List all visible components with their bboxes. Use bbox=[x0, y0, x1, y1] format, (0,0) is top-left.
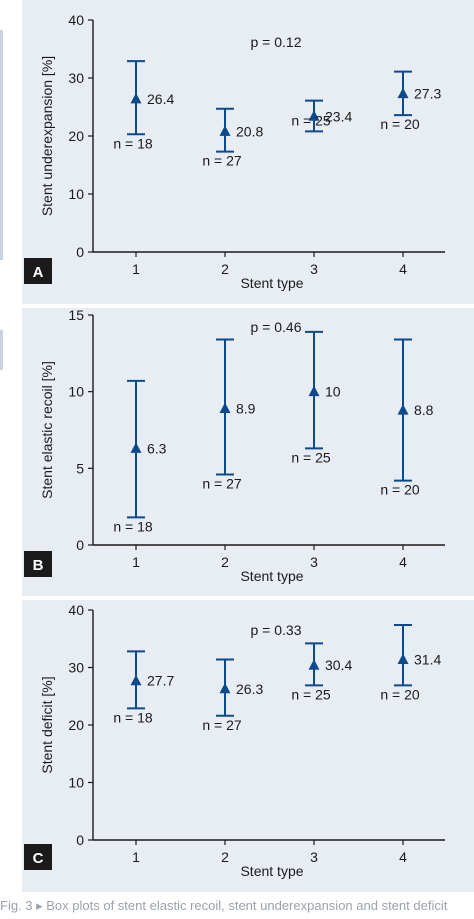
y-tick-label: 5 bbox=[76, 460, 84, 476]
sample-size-label: n = 18 bbox=[113, 709, 153, 725]
margin-band bbox=[0, 30, 3, 260]
y-tick-label: 30 bbox=[68, 660, 84, 676]
x-axis-label: Stent type bbox=[240, 863, 303, 879]
data-value-label: 31.4 bbox=[414, 651, 441, 667]
data-value-label: 27.7 bbox=[147, 673, 174, 689]
x-tick-label: 4 bbox=[399, 261, 407, 277]
x-axis-label: Stent type bbox=[240, 275, 303, 291]
panel-divider bbox=[22, 304, 474, 308]
x-tick-label: 3 bbox=[310, 554, 318, 570]
panel-label: A bbox=[33, 264, 44, 281]
y-tick-label: 20 bbox=[68, 128, 84, 144]
y-tick-label: 40 bbox=[68, 602, 84, 618]
panel-label-box bbox=[24, 258, 52, 284]
data-value-label: 8.9 bbox=[236, 401, 256, 417]
figure-caption: Fig. 3 ▸ Box plots of stent elastic reco… bbox=[0, 898, 448, 913]
data-point-marker bbox=[308, 385, 320, 397]
data-point-marker bbox=[397, 87, 409, 99]
panel-label-box bbox=[24, 844, 52, 870]
sample-size-label: n = 20 bbox=[380, 116, 420, 132]
data-value-label: 23.4 bbox=[325, 108, 352, 124]
y-tick-label: 10 bbox=[68, 384, 84, 400]
x-axis-label: Stent type bbox=[240, 568, 303, 584]
y-axis-label: Stent elastic recoil [%] bbox=[39, 361, 55, 499]
y-tick-label: 30 bbox=[68, 70, 84, 86]
x-tick-label: 2 bbox=[221, 849, 229, 865]
data-point-marker bbox=[397, 404, 409, 415]
y-tick-label: 10 bbox=[68, 186, 84, 202]
sample-size-label: n = 18 bbox=[113, 135, 153, 151]
data-value-label: 10 bbox=[325, 384, 341, 400]
data-point-marker bbox=[397, 653, 409, 664]
x-tick-label: 1 bbox=[132, 261, 140, 277]
data-value-label: 30.4 bbox=[325, 657, 352, 673]
y-tick-label: 20 bbox=[68, 717, 84, 733]
sample-size-label: n = 27 bbox=[202, 717, 242, 733]
data-point-marker bbox=[219, 402, 231, 414]
x-tick-label: 4 bbox=[399, 554, 407, 570]
data-point-marker bbox=[130, 674, 142, 686]
p-value-annotation: p = 0.46 bbox=[251, 319, 302, 335]
panel-label-box bbox=[24, 551, 52, 577]
figure-panel bbox=[22, 0, 474, 892]
x-tick-label: 2 bbox=[221, 261, 229, 277]
data-point-marker bbox=[219, 682, 231, 694]
data-value-label: 20.8 bbox=[236, 123, 263, 139]
p-value-annotation: p = 0.12 bbox=[251, 34, 302, 50]
data-point-marker bbox=[308, 110, 320, 121]
panel-divider bbox=[22, 596, 474, 600]
sample-size-label: n = 25 bbox=[291, 686, 331, 702]
data-point-marker bbox=[219, 125, 231, 136]
y-tick-label: 40 bbox=[68, 12, 84, 28]
y-tick-label: 0 bbox=[76, 537, 84, 553]
data-value-label: 27.3 bbox=[414, 86, 441, 102]
margin-band bbox=[0, 330, 3, 370]
y-axis-label: Stent deficit [%] bbox=[39, 676, 55, 773]
sample-size-label: n = 20 bbox=[380, 686, 420, 702]
left-margin bbox=[0, 0, 22, 919]
p-value-annotation: p = 0.33 bbox=[251, 622, 302, 638]
data-value-label: 26.4 bbox=[147, 91, 174, 107]
sample-size-label: n = 27 bbox=[202, 475, 242, 491]
data-value-label: 26.3 bbox=[236, 681, 263, 697]
data-point-marker bbox=[308, 659, 320, 670]
x-tick-label: 1 bbox=[132, 554, 140, 570]
x-tick-label: 2 bbox=[221, 554, 229, 570]
x-tick-label: 1 bbox=[132, 849, 140, 865]
sample-size-label: n = 25 bbox=[291, 449, 331, 465]
data-value-label: 6.3 bbox=[147, 440, 167, 456]
sample-size-label: n = 25 bbox=[291, 112, 331, 128]
x-tick-label: 3 bbox=[310, 849, 318, 865]
panel-label: C bbox=[33, 850, 44, 867]
sample-size-label: n = 20 bbox=[380, 482, 420, 498]
y-tick-label: 0 bbox=[76, 832, 84, 848]
y-tick-label: 0 bbox=[76, 244, 84, 260]
data-point-marker bbox=[130, 442, 142, 453]
sample-size-label: n = 27 bbox=[202, 153, 242, 169]
x-tick-label: 3 bbox=[310, 261, 318, 277]
y-axis-label: Stent underexpansion [%] bbox=[39, 56, 55, 216]
y-tick-label: 10 bbox=[68, 775, 84, 791]
panel-label: B bbox=[33, 557, 44, 574]
x-tick-label: 4 bbox=[399, 849, 407, 865]
data-value-label: 8.8 bbox=[414, 402, 434, 418]
sample-size-label: n = 18 bbox=[113, 518, 153, 534]
data-point-marker bbox=[130, 92, 142, 104]
y-tick-label: 15 bbox=[68, 307, 84, 323]
